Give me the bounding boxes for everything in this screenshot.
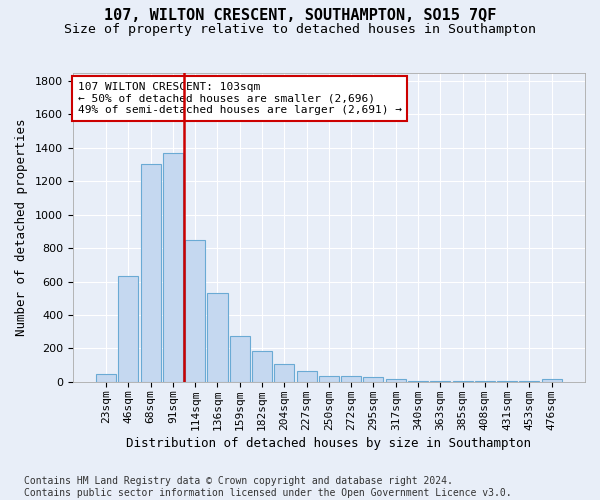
Bar: [430, 381, 451, 382]
Y-axis label: Number of detached properties: Number of detached properties: [15, 118, 28, 336]
Bar: [452, 381, 473, 382]
Bar: [230, 336, 250, 382]
Bar: [520, 381, 539, 382]
Text: 107, WILTON CRESCENT, SOUTHAMPTON, SO15 7QF: 107, WILTON CRESCENT, SOUTHAMPTON, SO15 …: [104, 8, 496, 22]
Bar: [252, 351, 272, 382]
Bar: [341, 376, 361, 382]
Bar: [140, 164, 161, 382]
Bar: [386, 380, 406, 382]
Bar: [542, 380, 562, 382]
Bar: [475, 381, 495, 382]
Bar: [296, 371, 317, 382]
Bar: [185, 240, 205, 382]
Bar: [118, 276, 139, 382]
Bar: [163, 153, 183, 382]
Bar: [497, 381, 517, 382]
Bar: [208, 294, 227, 382]
Bar: [319, 376, 339, 382]
Bar: [96, 374, 116, 382]
Text: Size of property relative to detached houses in Southampton: Size of property relative to detached ho…: [64, 22, 536, 36]
Text: 107 WILTON CRESCENT: 103sqm
← 50% of detached houses are smaller (2,696)
49% of : 107 WILTON CRESCENT: 103sqm ← 50% of det…: [78, 82, 402, 115]
Bar: [408, 381, 428, 382]
X-axis label: Distribution of detached houses by size in Southampton: Distribution of detached houses by size …: [127, 437, 532, 450]
Bar: [274, 364, 295, 382]
Bar: [364, 377, 383, 382]
Text: Contains HM Land Registry data © Crown copyright and database right 2024.
Contai: Contains HM Land Registry data © Crown c…: [24, 476, 512, 498]
